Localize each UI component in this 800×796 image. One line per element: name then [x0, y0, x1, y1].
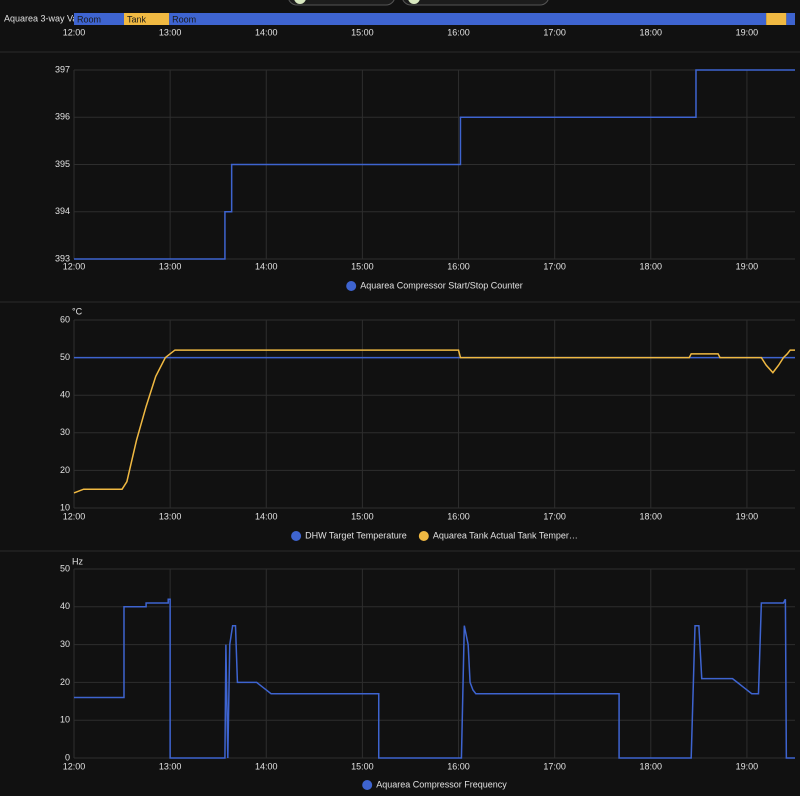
x-tick-label: 17:00	[543, 261, 566, 271]
state-label: Room	[172, 14, 196, 24]
x-tick-label: 16:00	[447, 27, 470, 37]
x-tick-label: 16:00	[447, 261, 470, 271]
y-tick-label: 20	[60, 677, 70, 687]
legend-label: Aquarea Compressor Frequency	[376, 779, 507, 789]
x-tick-label: 17:00	[543, 761, 566, 771]
x-tick-label: 12:00	[63, 761, 86, 771]
series-line	[74, 598, 795, 759]
x-tick-label: 18:00	[640, 27, 663, 37]
y-tick-label: 40	[60, 390, 70, 400]
y-tick-label: 20	[60, 465, 70, 475]
x-tick-label: 13:00	[159, 27, 182, 37]
y-tick-label: 10	[60, 502, 70, 512]
x-tick-label: 19:00	[736, 261, 759, 271]
state-segment	[169, 13, 767, 25]
x-tick-label: 15:00	[351, 27, 374, 37]
state-label: Room	[77, 14, 101, 24]
x-tick-label: 19:00	[736, 27, 759, 37]
y-tick-label: 60	[60, 314, 70, 324]
y-tick-label: 395	[55, 159, 70, 169]
x-tick-label: 16:00	[447, 511, 470, 521]
x-tick-label: 15:00	[351, 761, 374, 771]
x-tick-label: 12:00	[63, 261, 86, 271]
x-tick-label: 19:00	[736, 761, 759, 771]
x-tick-label: 18:00	[640, 761, 663, 771]
y-tick-label: 40	[60, 601, 70, 611]
y-tick-label: 30	[60, 639, 70, 649]
legend-label: Aquarea Compressor Start/Stop Counter	[360, 280, 523, 290]
state-label: Tank	[127, 14, 147, 24]
x-tick-label: 12:00	[63, 27, 86, 37]
x-tick-label: 16:00	[447, 761, 470, 771]
button-icon	[408, 0, 420, 4]
x-tick-label: 15:00	[351, 261, 374, 271]
y-tick-label: 397	[55, 64, 70, 74]
legend-dot	[418, 531, 429, 541]
x-tick-label: 17:00	[543, 27, 566, 37]
series-line	[74, 69, 795, 260]
x-tick-label: 17:00	[543, 511, 566, 521]
x-tick-label: 13:00	[159, 511, 182, 521]
entity-picker-button[interactable]	[402, 0, 549, 6]
y-tick-label: 396	[55, 112, 70, 122]
y-tick-label: 50	[60, 563, 70, 573]
state-segment	[786, 13, 795, 25]
x-tick-label: 18:00	[640, 261, 663, 271]
x-tick-label: 19:00	[736, 511, 759, 521]
y-tick-label: 394	[55, 206, 70, 216]
state-segment	[766, 13, 787, 25]
legend-dot	[291, 531, 302, 541]
x-tick-label: 13:00	[159, 761, 182, 771]
x-tick-label: 15:00	[351, 511, 374, 521]
x-tick-label: 13:00	[159, 261, 182, 271]
y-tick-label: 393	[55, 253, 70, 263]
x-tick-label: 14:00	[255, 761, 278, 771]
x-tick-label: 14:00	[255, 261, 278, 271]
y-tick-label: 10	[60, 715, 70, 725]
x-tick-label: 14:00	[255, 27, 278, 37]
legend-dot	[362, 780, 373, 790]
legend-label: DHW Target Temperature	[305, 530, 407, 540]
y-tick-label: 30	[60, 427, 70, 437]
legend-dot	[346, 281, 357, 291]
y-unit: °C	[72, 306, 83, 316]
state-segment	[74, 13, 124, 25]
y-tick-label: 50	[60, 352, 70, 362]
legend: Aquarea Compressor Start/Stop Counter	[346, 280, 523, 291]
x-tick-label: 14:00	[255, 511, 278, 521]
x-tick-label: 12:00	[63, 511, 86, 521]
y-tick-label: 0	[65, 752, 70, 762]
legend: DHW Target Temperature Aquarea Tank Actua…	[291, 530, 578, 541]
series-line	[73, 349, 795, 494]
state-segment	[123, 13, 170, 25]
legend-label: Aquarea Tank Actual Tank Temper…	[433, 530, 578, 540]
date-picker-button[interactable]	[288, 0, 395, 6]
y-unit: Hz	[72, 556, 83, 566]
button-icon	[294, 0, 306, 4]
x-tick-label: 18:00	[640, 511, 663, 521]
legend: Aquarea Compressor Frequency	[362, 779, 507, 790]
timeline-label: Aquarea 3-way Valve	[4, 13, 89, 23]
